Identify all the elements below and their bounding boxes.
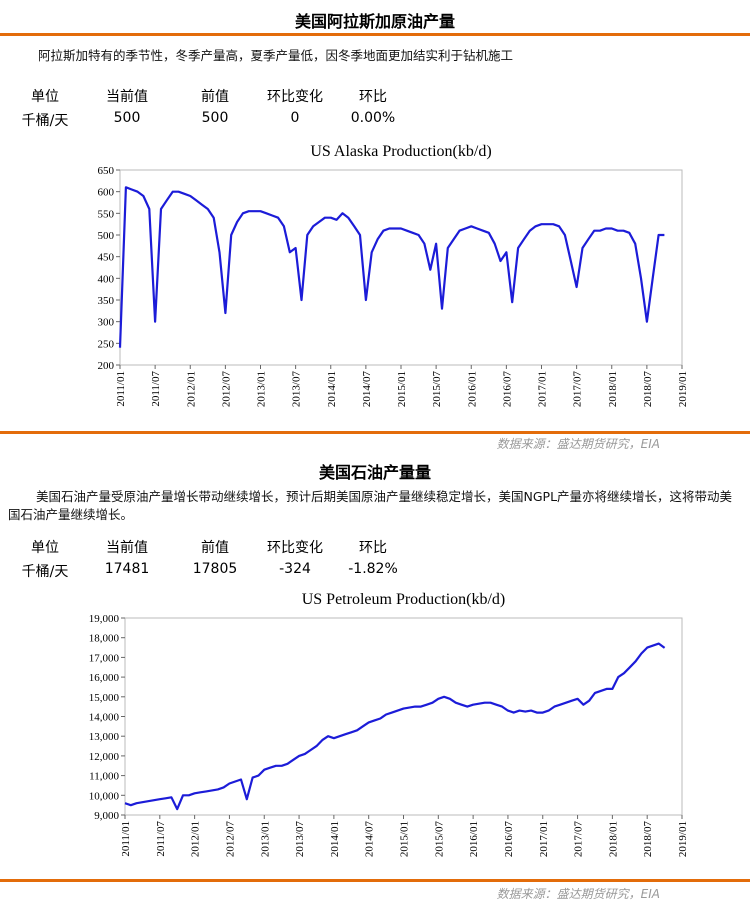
y-tick-label: 17,000: [89, 652, 120, 664]
table-header: 单位: [31, 89, 59, 105]
x-tick-label: 2011/01: [115, 371, 127, 407]
chart: US Alaska Production(kb/d) 200 250 300 350 40…: [98, 143, 690, 408]
x-tick-label: 2018/01: [607, 821, 619, 857]
x-tick-label: 2013/07: [294, 821, 306, 858]
y-tick-label: 400: [98, 273, 115, 285]
chart: US Petroleum Production(kb/d) 9,000 10,000…: [89, 591, 689, 858]
x-tick-label: 2013/01: [256, 371, 268, 407]
x-tick-label: 2013/01: [259, 821, 271, 857]
x-tick-label: 2015/07: [431, 371, 443, 408]
x-tick-label: 2019/01: [677, 371, 689, 407]
table-header: 前值: [201, 540, 229, 556]
table-cell: 0: [290, 110, 300, 126]
table-cell: 千桶/天: [21, 564, 69, 580]
y-tick-label: 300: [98, 317, 115, 329]
x-tick-label: 2017/01: [538, 821, 550, 857]
y-tick-label: 500: [98, 230, 115, 242]
x-tick-label: 2016/01: [466, 371, 478, 407]
table-cell: 500: [113, 110, 141, 126]
plot-frame: [124, 617, 683, 816]
x-tick-label: 2014/07: [364, 821, 376, 858]
table-header: 当前值: [106, 540, 148, 556]
y-tick-label: 250: [98, 338, 115, 350]
y-tick-label: 650: [98, 165, 115, 177]
divider: [0, 431, 750, 434]
chart-title: US Alaska Production(kb/d): [310, 143, 491, 160]
x-tick-label: 2011/07: [155, 821, 167, 857]
x-tick-label: 2019/01: [677, 821, 689, 857]
table-header: 前值: [201, 89, 229, 105]
x-tick-label: 2012/07: [224, 821, 236, 858]
x-tick-label: 2011/01: [120, 821, 132, 857]
y-tick-label: 13,000: [89, 731, 120, 743]
x-tick-label: 2014/01: [329, 821, 341, 857]
x-tick-label: 2015/01: [399, 821, 411, 857]
table-cell: 千桶/天: [21, 113, 69, 129]
y-tick-label: 16,000: [89, 672, 120, 684]
y-tick-label: 15,000: [89, 692, 120, 704]
x-tick-label: 2016/01: [468, 821, 480, 857]
y-tick-label: 14,000: [89, 712, 120, 724]
table-header: 当前值: [106, 89, 148, 105]
section-title: 美国阿拉斯加原油产量: [294, 12, 455, 31]
table-cell: 500: [201, 110, 229, 126]
table-cell: -1.82%: [348, 561, 398, 577]
y-tick-label: 12,000: [89, 751, 120, 763]
description: 阿拉斯加特有的季节性，冬季产量高，夏季产量低，因冬季地面更加结实利于钻机施工: [38, 48, 514, 63]
table-cell: 17805: [192, 561, 238, 577]
x-tick-label: 2012/01: [185, 371, 197, 407]
x-tick-label: 2018/07: [642, 821, 654, 858]
table-cell: 17481: [104, 561, 150, 577]
y-tick-label: 200: [98, 360, 115, 372]
x-tick-label: 2011/07: [150, 371, 162, 407]
source: 数据来源：盛达期货研究，EIA: [496, 887, 660, 901]
table-header: 单位: [31, 540, 59, 556]
x-tick-label: 2017/07: [572, 371, 584, 408]
description: 美国石油产量受原油产量增长带动继续增长，预计后期美国原油产量继续稳定增长，美国N…: [8, 489, 733, 522]
line-series: [118, 186, 665, 348]
y-tick-label: 10,000: [89, 790, 120, 802]
y-tick-label: 9,000: [94, 810, 119, 822]
chart-title: US Petroleum Production(kb/d): [302, 591, 506, 608]
x-tick-label: 2018/01: [607, 371, 619, 407]
x-tick-label: 2017/01: [537, 371, 549, 407]
y-tick-label: 350: [98, 295, 115, 307]
y-tick-label: 450: [98, 252, 115, 264]
plot-frame: [119, 169, 683, 366]
y-tick-label: 550: [98, 208, 115, 220]
y-tick-label: 18,000: [89, 633, 120, 645]
x-tick-label: 2017/07: [573, 821, 585, 858]
x-tick-label: 2012/07: [220, 371, 232, 408]
y-tick-label: 19,000: [89, 613, 120, 625]
table-header: 环比: [359, 89, 387, 105]
x-tick-label: 2012/01: [190, 821, 202, 857]
x-tick-label: 2018/07: [642, 371, 654, 408]
x-tick-label: 2015/01: [396, 371, 408, 407]
x-tick-label: 2014/01: [326, 371, 338, 407]
table-header: 环比: [359, 540, 387, 556]
divider: [0, 879, 750, 882]
x-tick-label: 2013/07: [291, 371, 303, 408]
x-tick-label: 2015/07: [433, 821, 445, 858]
table-header: 环比变化: [267, 540, 323, 556]
line-series: [124, 642, 666, 811]
section-title: 美国石油产量量: [318, 463, 431, 482]
x-tick-label: 2016/07: [501, 371, 513, 408]
y-tick-label: 600: [98, 187, 115, 199]
x-tick-label: 2016/07: [503, 821, 515, 858]
table-cell: 0.00%: [350, 110, 396, 126]
divider: [0, 33, 750, 36]
x-tick-label: 2014/07: [361, 371, 373, 408]
y-tick-label: 11,000: [89, 771, 119, 783]
table-cell: -324: [279, 561, 311, 577]
source: 数据来源：盛达期货研究，EIA: [496, 437, 660, 451]
table-header: 环比变化: [267, 89, 323, 105]
